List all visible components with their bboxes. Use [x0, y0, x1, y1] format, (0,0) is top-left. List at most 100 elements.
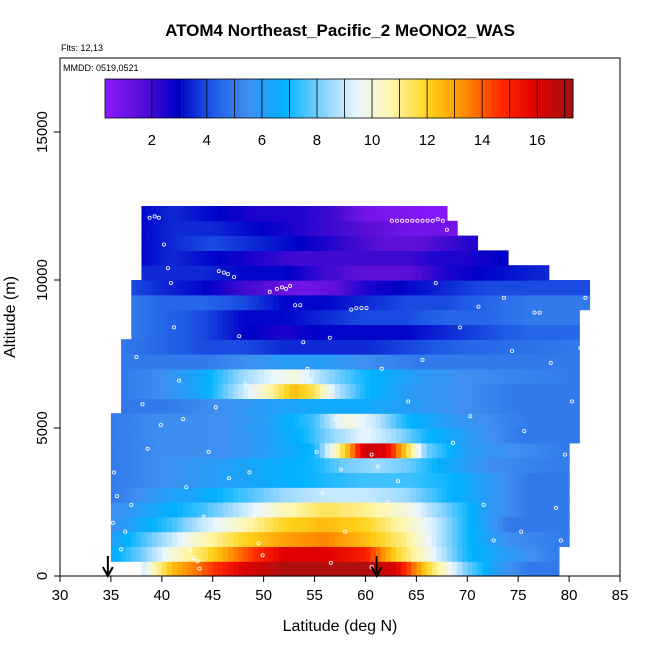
heatmap-cell [543, 324, 550, 340]
heatmap-cell [482, 339, 489, 355]
heatmap-cell [426, 531, 433, 547]
heatmap-cell [212, 531, 219, 547]
heatmap-cell [406, 324, 412, 340]
heatmap-cell [284, 531, 290, 547]
heatmap-cell [116, 413, 122, 429]
heatmap-cell [141, 324, 148, 340]
heatmap-cell [151, 339, 158, 355]
heatmap-cell [243, 516, 249, 533]
heatmap-cell [151, 354, 158, 370]
heatmap-cell [502, 309, 509, 325]
heatmap-cell [284, 309, 290, 325]
heatmap-cell [350, 368, 356, 385]
heatmap-cell [263, 309, 270, 325]
heatmap-cell [166, 368, 173, 385]
heatmap-cell [233, 265, 239, 281]
heatmap-cell [467, 324, 473, 340]
heatmap-cell [187, 502, 193, 518]
heatmap-cell [258, 250, 265, 266]
heatmap-cell [436, 398, 443, 414]
heatmap-cell [243, 487, 249, 503]
colorbar-swatch [192, 79, 197, 118]
heatmap-cell [446, 339, 453, 355]
heatmap-cell [304, 546, 311, 562]
heatmap-cell [233, 442, 239, 459]
sample-point [171, 325, 176, 330]
heatmap-cell [436, 546, 443, 562]
heatmap-cell [390, 339, 397, 355]
heatmap-cell [161, 250, 168, 266]
heatmap-cell [518, 502, 524, 518]
heatmap-cell [436, 383, 443, 399]
heatmap-cell [462, 368, 468, 385]
heatmap-cell [329, 398, 336, 414]
heatmap-cell [253, 220, 260, 237]
heatmap-cell [426, 546, 433, 562]
colorbar-swatch [379, 79, 384, 118]
heatmap-cell [278, 487, 285, 503]
heatmap-cell [569, 339, 575, 355]
heatmap-cell [497, 457, 504, 473]
heatmap-cell [166, 472, 173, 488]
heatmap-cell [304, 442, 311, 459]
colorbar-swatch [131, 79, 135, 118]
heatmap-cell [467, 502, 473, 518]
heatmap-cell [136, 472, 143, 488]
heatmap-cell [177, 516, 183, 533]
heatmap-cell [523, 561, 529, 577]
heatmap-cell [416, 294, 423, 311]
heatmap-cell [482, 546, 489, 562]
heatmap-cell [299, 546, 305, 562]
heatmap-cell [136, 442, 143, 459]
colorbar-swatch [552, 79, 556, 118]
heatmap-cell [365, 339, 372, 355]
heatmap-cell [457, 472, 463, 488]
heatmap-cell [182, 383, 188, 399]
heatmap-cell [166, 309, 173, 325]
heatmap-cell [477, 561, 484, 577]
heatmap-cell [141, 502, 148, 518]
heatmap-cell [334, 235, 341, 251]
heatmap-cell [334, 220, 341, 237]
sample-point [119, 547, 124, 552]
heatmap-cell [141, 413, 148, 429]
heatmap-cell [441, 324, 448, 340]
heatmap-cell [222, 531, 229, 547]
heatmap-cell [324, 546, 331, 562]
heatmap-cell [513, 309, 519, 325]
heatmap-cell [452, 354, 458, 370]
sample-point [395, 479, 400, 484]
heatmap-cell [365, 294, 372, 311]
heatmap-cell [564, 339, 570, 355]
heatmap-cell [166, 265, 173, 281]
heatmap-cell [151, 280, 158, 296]
heatmap-cell [146, 309, 153, 325]
heatmap-cell [518, 546, 524, 562]
heatmap-cell [258, 502, 265, 518]
heatmap-cell [497, 561, 504, 577]
heatmap-cell [156, 561, 163, 577]
heatmap-cell [304, 235, 311, 251]
heatmap-cell [294, 516, 300, 533]
sample-point [293, 303, 298, 308]
heatmap-cell [350, 428, 356, 444]
heatmap-cell [390, 413, 397, 429]
heatmap-cell [212, 235, 219, 251]
heatmap-cell [452, 502, 458, 518]
heatmap-cell [401, 561, 407, 577]
heatmap-cell [116, 516, 122, 533]
heatmap-cell [523, 502, 529, 518]
heatmap-cell [492, 457, 499, 473]
heatmap-cell [538, 442, 545, 459]
heatmap-cell [319, 472, 326, 488]
heatmap-cell [564, 383, 570, 399]
heatmap-cell [187, 280, 193, 296]
heatmap-cell [141, 368, 148, 385]
heatmap-cell [441, 206, 448, 222]
heatmap-cell [268, 413, 275, 429]
colorbar-swatch [283, 79, 287, 118]
heatmap-cell [477, 294, 484, 311]
heatmap-cell [513, 442, 519, 459]
heatmap-cell [136, 428, 143, 444]
heatmap-cell [365, 235, 372, 251]
